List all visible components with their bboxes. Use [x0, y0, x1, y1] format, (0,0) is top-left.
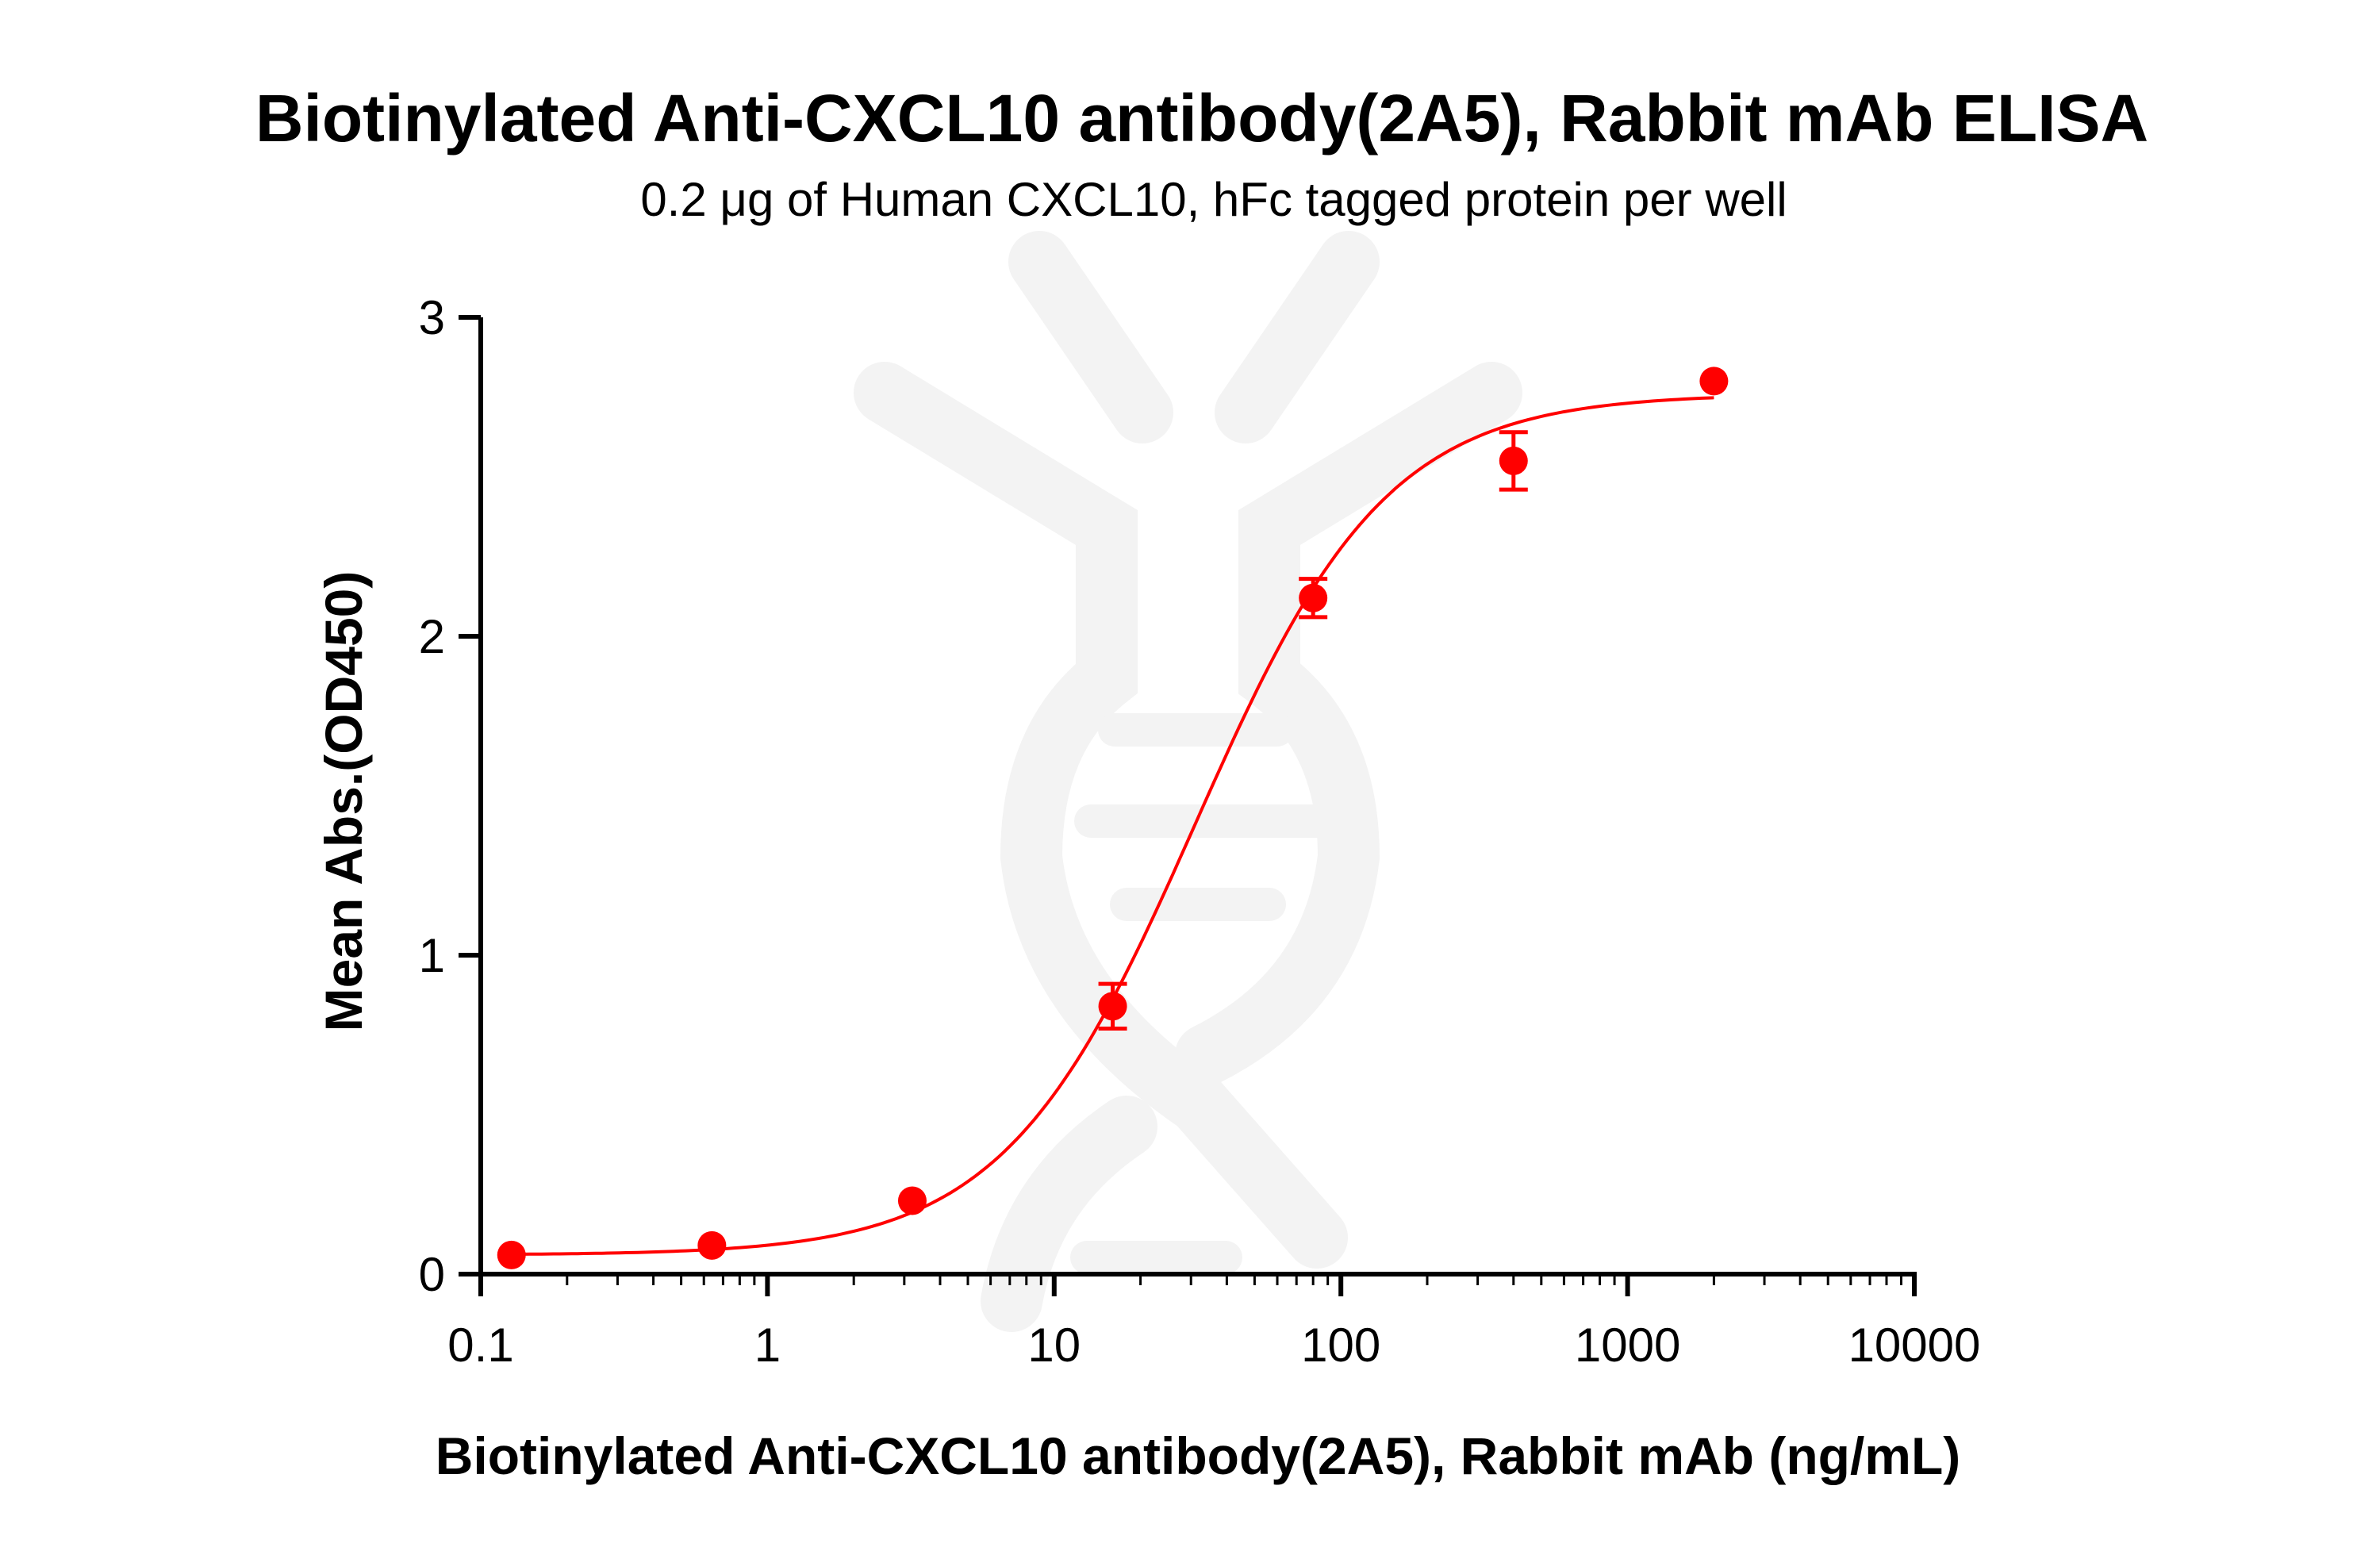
data-point: [897, 1186, 927, 1215]
x-axis-label: Biotinylated Anti-CXCL10 antibody(2A5), …: [436, 1426, 1961, 1485]
x-tick-label: 10: [1027, 1319, 1081, 1372]
data-point: [1699, 367, 1729, 396]
chart-title: Biotinylated Anti-CXCL10 antibody(2A5), …: [255, 81, 2148, 155]
data-points: [497, 367, 1729, 1269]
data-point: [1098, 992, 1127, 1021]
y-tick-label: 2: [419, 610, 445, 663]
y-tick-label: 1: [419, 929, 445, 982]
x-tick-label: 10000: [1848, 1319, 1981, 1372]
x-tick-label: 1: [754, 1319, 781, 1372]
y-tick-label: 3: [419, 291, 445, 344]
watermark-logo: [854, 231, 1522, 1332]
chart-subtitle: 0.2 μg of Human CXCL10, hFc tagged prote…: [640, 173, 1787, 226]
data-point: [497, 1240, 526, 1269]
data-point: [1499, 446, 1528, 475]
y-tick-label: 0: [419, 1248, 445, 1301]
data-point: [1299, 583, 1328, 612]
axes: [459, 315, 1917, 1296]
x-tick-label: 0.1: [447, 1319, 513, 1372]
x-tick-label: 1000: [1575, 1319, 1680, 1372]
data-point: [697, 1230, 727, 1260]
tick-labels: 0.1 1 10 100 1000 10000 0 1 2 3: [419, 291, 1981, 1372]
x-tick-label: 100: [1301, 1319, 1380, 1372]
y-axis-label: Mean Abs.(OD450): [314, 571, 373, 1032]
